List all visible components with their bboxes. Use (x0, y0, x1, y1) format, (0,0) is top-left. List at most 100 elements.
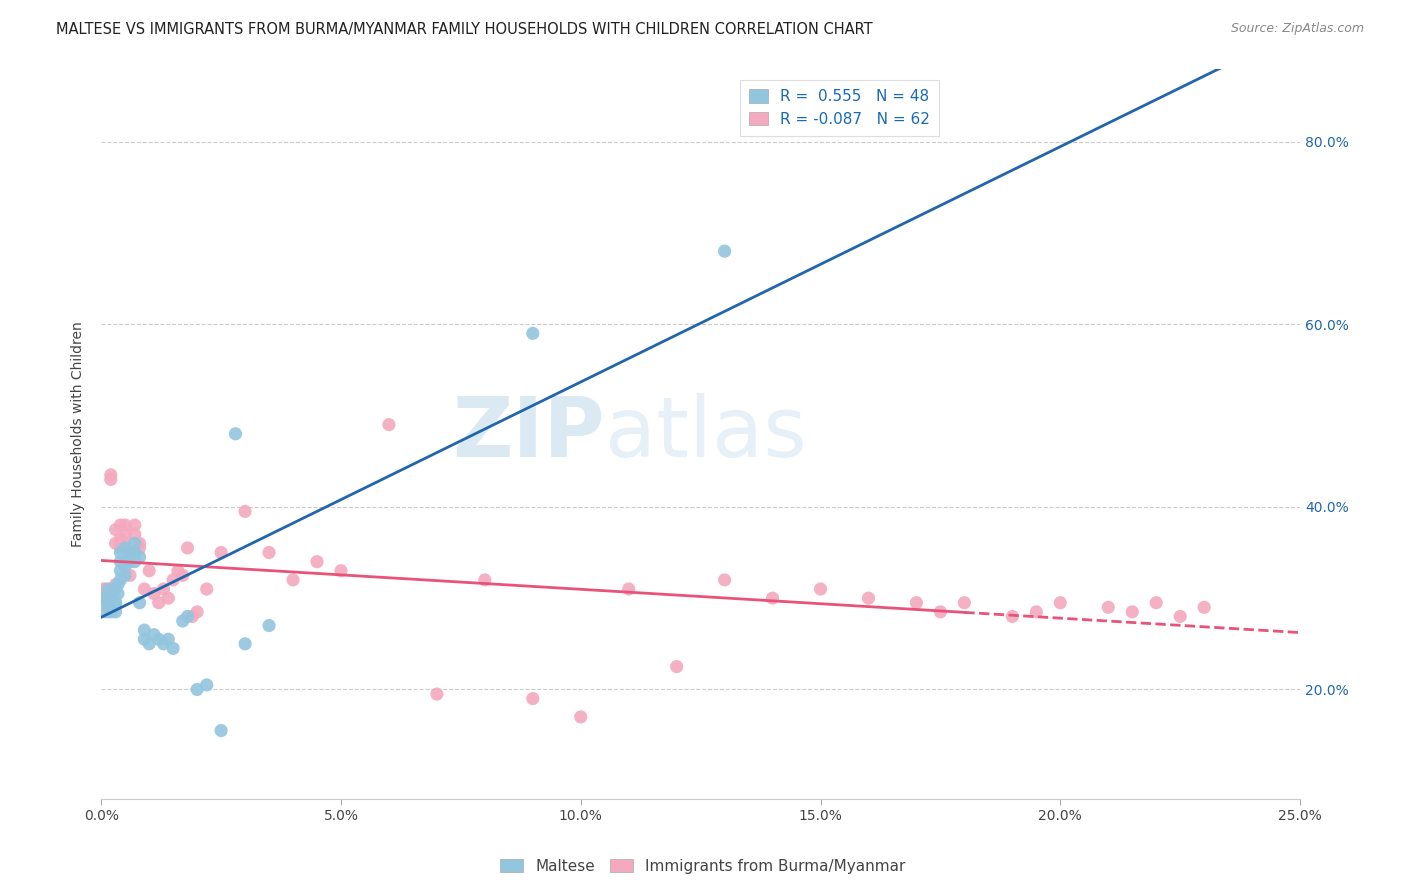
Point (181, 609, 204, 624)
Point (522, 691, 544, 706)
Point (114, 568, 136, 582)
Point (94, 596, 117, 610)
Point (162, 641, 184, 656)
Point (128, 550, 150, 565)
Point (128, 536, 150, 550)
Point (104, 577, 127, 591)
Point (107, 577, 129, 591)
Point (1144, 596, 1167, 610)
Point (233, 637, 256, 651)
Point (1001, 609, 1024, 624)
Point (100, 467, 122, 482)
Point (124, 518, 146, 533)
Point (195, 582, 218, 596)
Point (97, 582, 120, 596)
Text: MALTESE VS IMMIGRANTS FROM BURMA/MYANMAR FAMILY HOUSEHOLDS WITH CHILDREN CORRELA: MALTESE VS IMMIGRANTS FROM BURMA/MYANMAR… (56, 22, 873, 37)
Text: ZIP: ZIP (453, 393, 605, 475)
Point (257, 545, 280, 559)
Point (94, 605, 117, 619)
Point (195, 678, 218, 692)
Point (100, 605, 122, 619)
Point (110, 545, 132, 559)
Point (186, 682, 208, 697)
Point (100, 473, 122, 487)
Point (186, 605, 208, 619)
Point (110, 541, 132, 555)
Point (118, 545, 141, 559)
Point (124, 545, 146, 559)
Point (157, 591, 180, 606)
Point (330, 564, 353, 578)
Point (152, 582, 174, 596)
Point (94, 582, 117, 596)
Point (118, 555, 141, 569)
Point (104, 596, 127, 610)
Point (148, 596, 170, 610)
Legend: R =  0.555   N = 48, R = -0.087   N = 62: R = 0.555 N = 48, R = -0.087 N = 62 (740, 79, 939, 136)
Point (134, 582, 156, 596)
Point (1025, 605, 1047, 619)
Point (114, 518, 136, 533)
Point (162, 573, 184, 587)
Point (94, 591, 117, 606)
Point (522, 326, 544, 341)
Point (426, 687, 449, 701)
Point (157, 632, 180, 647)
Point (569, 710, 592, 724)
Point (118, 550, 141, 565)
Point (110, 532, 132, 546)
Point (114, 527, 136, 541)
Point (103, 586, 125, 600)
Legend: Maltese, Immigrants from Burma/Myanmar: Maltese, Immigrants from Burma/Myanmar (494, 853, 912, 880)
Point (134, 632, 156, 647)
Point (305, 555, 328, 569)
Point (1121, 605, 1143, 619)
Point (224, 426, 246, 441)
Point (97, 600, 120, 615)
Point (93, 582, 115, 596)
Point (1049, 596, 1071, 610)
Point (114, 559, 136, 574)
Point (138, 564, 160, 578)
Point (124, 555, 146, 569)
Point (665, 659, 688, 673)
Point (1097, 600, 1119, 615)
Point (281, 573, 304, 587)
Point (124, 527, 146, 541)
Point (810, 582, 832, 596)
Point (257, 618, 280, 632)
Point (148, 632, 170, 647)
Point (761, 591, 783, 606)
Point (100, 596, 122, 610)
Point (172, 614, 194, 628)
Point (104, 523, 127, 537)
Point (118, 568, 141, 582)
Point (134, 623, 156, 637)
Point (953, 596, 976, 610)
Point (172, 568, 194, 582)
Point (107, 586, 129, 600)
Point (713, 244, 735, 259)
Point (128, 541, 150, 555)
Point (110, 573, 132, 587)
Point (104, 536, 127, 550)
Point (124, 536, 146, 550)
Y-axis label: Family Households with Children: Family Households with Children (72, 321, 86, 547)
Point (104, 582, 127, 596)
Point (138, 637, 160, 651)
Point (143, 586, 166, 600)
Point (1192, 600, 1215, 615)
Point (118, 545, 141, 559)
Point (167, 564, 190, 578)
Point (209, 723, 232, 738)
Point (114, 555, 136, 569)
Point (176, 609, 198, 624)
Point (100, 591, 122, 606)
Point (93, 591, 115, 606)
Point (110, 555, 132, 569)
Point (104, 605, 127, 619)
Point (110, 518, 132, 533)
Point (1168, 609, 1191, 624)
Text: Source: ZipAtlas.com: Source: ZipAtlas.com (1230, 22, 1364, 36)
Point (905, 596, 928, 610)
